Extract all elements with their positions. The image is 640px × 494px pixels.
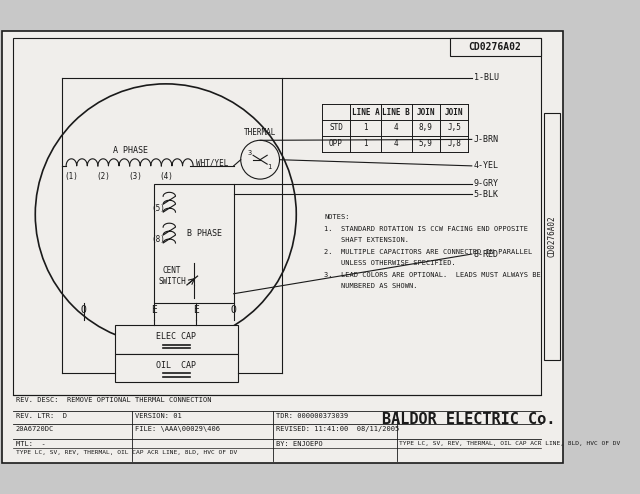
- Text: 4: 4: [394, 124, 399, 132]
- Text: TYPE LC, SV, REV, THERMAL, OIL CAP ACR LINE, 8LD, HVC OF DV: TYPE LC, SV, REV, THERMAL, OIL CAP ACR L…: [399, 441, 621, 446]
- Text: J,5: J,5: [447, 124, 461, 132]
- Text: 5-BLK: 5-BLK: [474, 190, 499, 199]
- Bar: [115, 325, 238, 354]
- Text: A PHASE: A PHASE: [113, 146, 148, 155]
- Text: O: O: [81, 305, 86, 315]
- Text: LINE A: LINE A: [351, 108, 380, 117]
- Text: (5): (5): [151, 204, 165, 213]
- Text: 9-GRY: 9-GRY: [474, 179, 499, 188]
- Text: B PHASE: B PHASE: [187, 229, 222, 238]
- Bar: [154, 183, 234, 302]
- Text: JOIN: JOIN: [417, 108, 435, 117]
- Text: 1: 1: [363, 124, 368, 132]
- Text: REV. DESC:  REMOVE OPTIONAL THERMAL CONNECTION: REV. DESC: REMOVE OPTIONAL THERMAL CONNE…: [16, 397, 211, 403]
- Bar: [450, 38, 541, 56]
- Text: OIL  CAP: OIL CAP: [156, 361, 196, 370]
- Text: CD0276A02: CD0276A02: [468, 42, 521, 52]
- Text: VERSION: 01: VERSION: 01: [135, 413, 182, 419]
- Text: LINE B: LINE B: [383, 108, 410, 117]
- Text: OPP: OPP: [329, 139, 343, 148]
- Text: 3.  LEAD COLORS ARE OPTIONAL.  LEADS MUST ALWAYS BE: 3. LEAD COLORS ARE OPTIONAL. LEADS MUST …: [324, 272, 541, 278]
- Text: 1: 1: [363, 139, 368, 148]
- Text: 20A6720DC: 20A6720DC: [16, 426, 54, 432]
- Text: STD: STD: [329, 124, 343, 132]
- Text: O: O: [231, 305, 237, 315]
- Text: CD0276A02: CD0276A02: [547, 215, 557, 257]
- Bar: [544, 113, 560, 360]
- Text: JOIN: JOIN: [445, 108, 463, 117]
- Text: (4): (4): [160, 172, 173, 181]
- Text: REV. LTR:  D: REV. LTR: D: [16, 413, 67, 419]
- Text: 4: 4: [394, 139, 399, 148]
- Text: UNLESS OTHERWISE SPECIFIED.: UNLESS OTHERWISE SPECIFIED.: [324, 260, 456, 266]
- Text: J-BRN: J-BRN: [474, 135, 499, 144]
- Text: MTL:  -: MTL: -: [16, 441, 45, 447]
- Text: BALDOR ELECTRIC Co.: BALDOR ELECTRIC Co.: [382, 412, 556, 427]
- Text: 1-BLU: 1-BLU: [474, 73, 499, 82]
- Text: 2.  MULTIPLE CAPACITORS ARE CONNECTED IN PARALLEL: 2. MULTIPLE CAPACITORS ARE CONNECTED IN …: [324, 249, 532, 255]
- Text: 1.  STANDARD ROTATION IS CCW FACING END OPPOSITE: 1. STANDARD ROTATION IS CCW FACING END O…: [324, 226, 529, 232]
- Bar: [115, 354, 238, 382]
- Text: 4-YEL: 4-YEL: [474, 162, 499, 170]
- Text: BY: ENJOEPO: BY: ENJOEPO: [276, 441, 323, 447]
- Circle shape: [241, 140, 280, 179]
- Text: E: E: [152, 305, 157, 315]
- Text: THERMAL: THERMAL: [244, 128, 276, 137]
- Text: 5,9: 5,9: [419, 139, 433, 148]
- Text: 8-RED: 8-RED: [474, 249, 499, 258]
- Text: ELEC CAP: ELEC CAP: [156, 331, 196, 341]
- Bar: [13, 38, 541, 395]
- Text: 8,9: 8,9: [419, 124, 433, 132]
- Text: REVISED: 11:41:00  08/11/2005: REVISED: 11:41:00 08/11/2005: [276, 426, 399, 432]
- Text: SHAFT EXTENSION.: SHAFT EXTENSION.: [324, 237, 410, 244]
- Text: J,8: J,8: [447, 139, 461, 148]
- Text: 3: 3: [248, 150, 252, 156]
- Circle shape: [35, 84, 296, 345]
- Text: FILE: \AAA\00029\406: FILE: \AAA\00029\406: [135, 426, 220, 432]
- Text: CENT
SWITCH: CENT SWITCH: [158, 266, 186, 286]
- Text: NUMBERED AS SHOWN.: NUMBERED AS SHOWN.: [324, 283, 418, 289]
- Text: TYPE LC, SV, REV, THERMAL, OIL CAP ACR LINE, 8LD, HVC OF DV: TYPE LC, SV, REV, THERMAL, OIL CAP ACR L…: [16, 450, 237, 455]
- Text: (3): (3): [128, 172, 142, 181]
- Text: E: E: [193, 305, 198, 315]
- Text: NOTES:: NOTES:: [324, 214, 350, 220]
- Text: TDR: 000000373039: TDR: 000000373039: [276, 413, 348, 419]
- Text: 1: 1: [267, 164, 271, 170]
- Text: (1): (1): [65, 172, 78, 181]
- Text: WHT/YEL: WHT/YEL: [196, 159, 228, 168]
- Text: (2): (2): [96, 172, 110, 181]
- Text: (8): (8): [151, 235, 165, 244]
